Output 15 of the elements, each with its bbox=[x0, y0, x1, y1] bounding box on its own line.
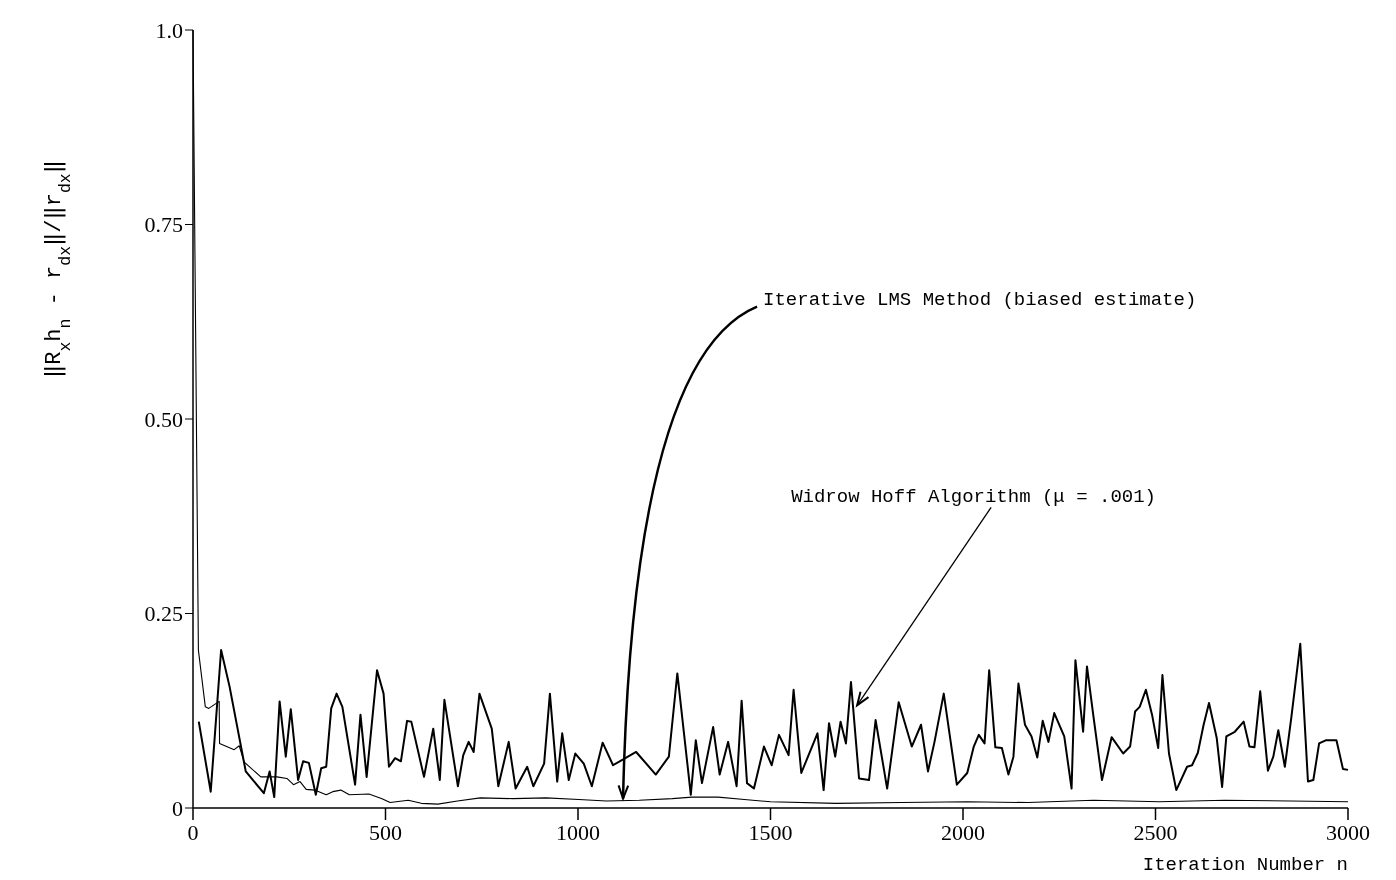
y-tick-label: 0.75 bbox=[144, 212, 183, 238]
x-tick-label: 500 bbox=[369, 820, 402, 845]
x-tick-label: 3000 bbox=[1326, 820, 1370, 845]
y-tick-label: 0 bbox=[172, 795, 183, 821]
annotation: Widrow Hoff Algorithm (μ = .001) bbox=[791, 485, 1156, 508]
y-tick-label: 0.25 bbox=[144, 601, 183, 627]
x-tick-label: 0 bbox=[187, 820, 199, 845]
x-axis-title: Iteration Number n bbox=[1142, 854, 1348, 876]
annotation: Iterative LMS Method (biased estimate) bbox=[763, 289, 1197, 312]
y-tick-label: 1.0 bbox=[155, 17, 183, 43]
x-tick-label: 1000 bbox=[556, 820, 600, 845]
x-tick-label: 1500 bbox=[748, 820, 793, 845]
x-tick-label: 2000 bbox=[941, 820, 985, 845]
y-tick-label: 0.50 bbox=[144, 406, 183, 432]
x-tick-label: 2500 bbox=[1133, 820, 1178, 845]
